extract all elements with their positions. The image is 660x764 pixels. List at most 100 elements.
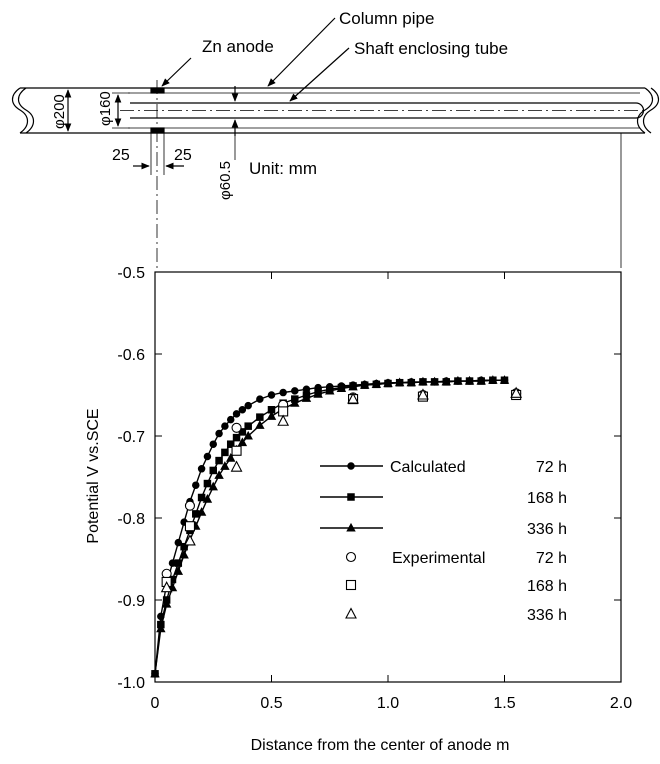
data-point (215, 456, 223, 465)
legend-duration: 168 h (527, 490, 567, 507)
series-line (154, 379, 505, 674)
data-point (406, 377, 417, 387)
data-point (301, 393, 312, 402)
label-dim25-left: 25 (112, 147, 130, 164)
data-point (226, 440, 235, 448)
data-point (244, 401, 252, 410)
data-point (244, 422, 252, 430)
data-point (476, 375, 486, 385)
data-point (238, 406, 247, 414)
series-line (154, 379, 505, 674)
pipe-schematic (11, 17, 660, 270)
data-point (226, 415, 235, 424)
data-point (179, 549, 189, 559)
data-point (232, 433, 241, 442)
pipe-break-right (636, 87, 654, 134)
data-point (203, 479, 212, 488)
y-tick-label: -0.8 (117, 511, 145, 528)
data-point (267, 391, 276, 399)
data-point (429, 376, 440, 386)
series-line (154, 379, 505, 674)
legend-marker (345, 579, 357, 591)
legend-duration: 72 h (536, 459, 567, 476)
data-point (214, 470, 224, 479)
data-point (197, 493, 206, 502)
data-point (347, 392, 359, 404)
series-calculated-72h (151, 376, 509, 678)
y-tick-label: -0.9 (117, 593, 145, 610)
data-point (313, 389, 323, 398)
data-point (230, 460, 243, 472)
legend-duration: 168 h (527, 578, 567, 595)
label-dim605: φ60.5 (217, 161, 234, 200)
y-tick-label: -0.7 (117, 429, 145, 446)
legend-marker (345, 551, 357, 563)
data-point (232, 410, 241, 418)
series-calculated-168h (151, 376, 509, 678)
data-point (173, 566, 184, 575)
data-point (418, 376, 428, 386)
shaft-tube-leader (289, 47, 350, 102)
legend-marker (347, 462, 355, 470)
data-point (220, 461, 230, 470)
data-point (291, 387, 299, 395)
data-point (184, 534, 196, 546)
data-point (150, 668, 160, 678)
data-point (231, 422, 242, 433)
data-point (279, 388, 287, 397)
data-point (221, 448, 229, 457)
data-point (256, 413, 264, 421)
label-unit: Unit: mm (249, 159, 317, 178)
data-point (325, 385, 335, 395)
data-point (209, 466, 218, 475)
label-column-pipe: Column pipe (339, 9, 434, 28)
legend-group-calculated: Calculated (390, 459, 466, 476)
data-point (196, 507, 207, 516)
y-tick-label: -0.6 (117, 347, 145, 364)
data-point (336, 383, 347, 392)
legend-duration: 336 h (527, 521, 567, 538)
data-point (221, 422, 229, 430)
data-point (383, 378, 393, 388)
data-point (197, 465, 206, 473)
x-tick-label: 0.5 (260, 695, 282, 712)
schematic-labels: Column pipe Zn anode Shaft enclosing tub… (51, 9, 508, 200)
data-point (488, 375, 498, 384)
data-point (231, 445, 242, 456)
data-point (394, 377, 405, 387)
zn-anode-leader (161, 57, 192, 87)
x-axis-label: Distance from the center of anode m (251, 737, 510, 754)
data-point (215, 429, 223, 438)
data-point (371, 379, 382, 388)
pipe-break-left (11, 87, 29, 134)
legend-duration: 336 h (527, 607, 567, 624)
y-axis-label: Potential V vs.SCE (85, 408, 102, 543)
data-point (417, 388, 429, 400)
data-point (348, 381, 358, 391)
data-point (499, 375, 510, 384)
data-point (184, 500, 195, 511)
data-point (441, 376, 451, 386)
column-pipe-leader (267, 17, 336, 87)
x-tick-label: 1.0 (377, 695, 399, 712)
x-tick-label: 0 (151, 695, 160, 712)
axis-ticks: 0 0.5 1.0 1.5 2.0 -0.5 -0.6 -0.7 -0.8 -0.9 -1.0 (117, 265, 632, 712)
data-point (266, 411, 277, 420)
data-point (208, 481, 218, 491)
label-dim25-right: 25 (174, 147, 192, 164)
x-tick-label: 2.0 (610, 695, 632, 712)
data-point (226, 452, 236, 462)
legend-duration: 72 h (536, 550, 567, 567)
data-point (255, 420, 265, 429)
data-point (174, 538, 183, 547)
data-point (464, 375, 475, 385)
series-layer (150, 375, 523, 678)
potential-chart: 0 0.5 1.0 1.5 2.0 -0.5 -0.6 -0.7 -0.8 -0.9 -1.0 72… (85, 265, 632, 754)
pipe-break-left-2 (17, 87, 35, 134)
label-zn-anode: Zn anode (202, 37, 274, 56)
label-dim160: φ160 (97, 91, 114, 126)
data-point (209, 440, 218, 448)
legend: 72 h 168 h 336 h Calculated 72 h 168 h 336 h Ex… (320, 459, 567, 624)
data-point (453, 375, 463, 385)
